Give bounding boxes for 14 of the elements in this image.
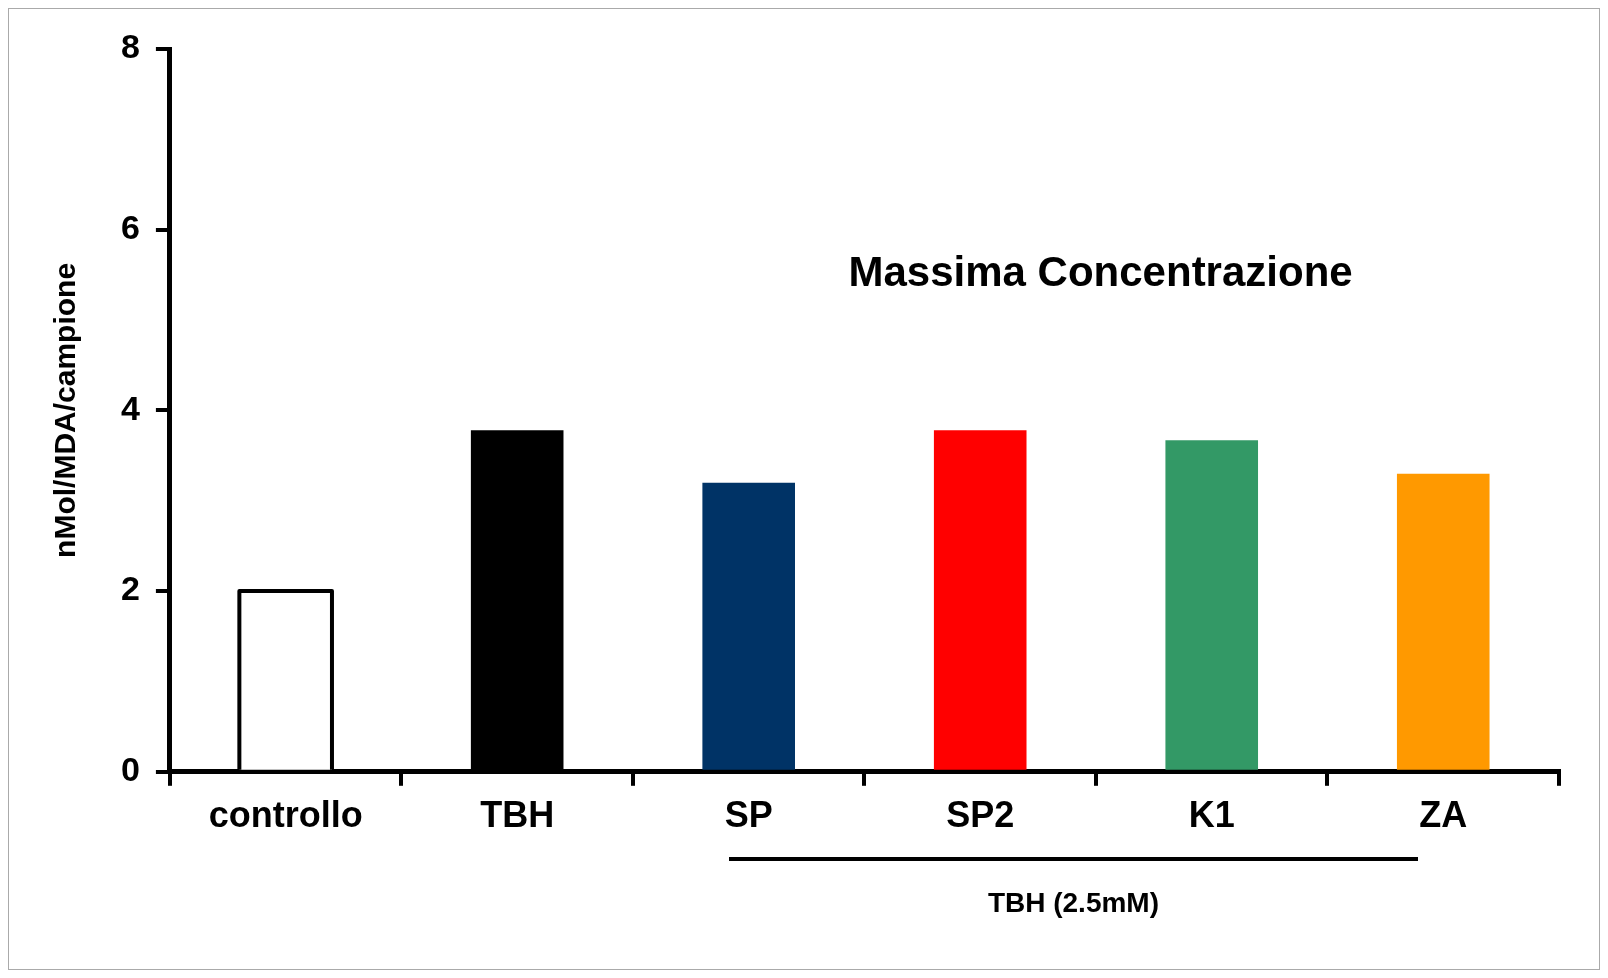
y-tick-label: 2 — [120, 569, 140, 608]
x-tick-label: TBH — [480, 794, 555, 836]
x-tick-label: K1 — [1188, 794, 1235, 836]
text: TBH (2.5mM) — [986, 886, 1160, 919]
x-tick-label: SP — [724, 794, 773, 836]
y-axis-title: nMol/MDA/campione — [48, 262, 82, 558]
y-tick-label: 0 — [120, 750, 140, 789]
text: Massima Concentrazione — [848, 248, 1353, 296]
x-tick-label: SP2 — [946, 794, 1015, 836]
x-tick-label: ZA — [1419, 794, 1468, 836]
y-tick-label: 4 — [120, 388, 140, 427]
y-tick-label: 8 — [120, 27, 140, 66]
x-tick-label: controllo — [208, 794, 363, 836]
y-tick-label: 6 — [120, 208, 140, 247]
